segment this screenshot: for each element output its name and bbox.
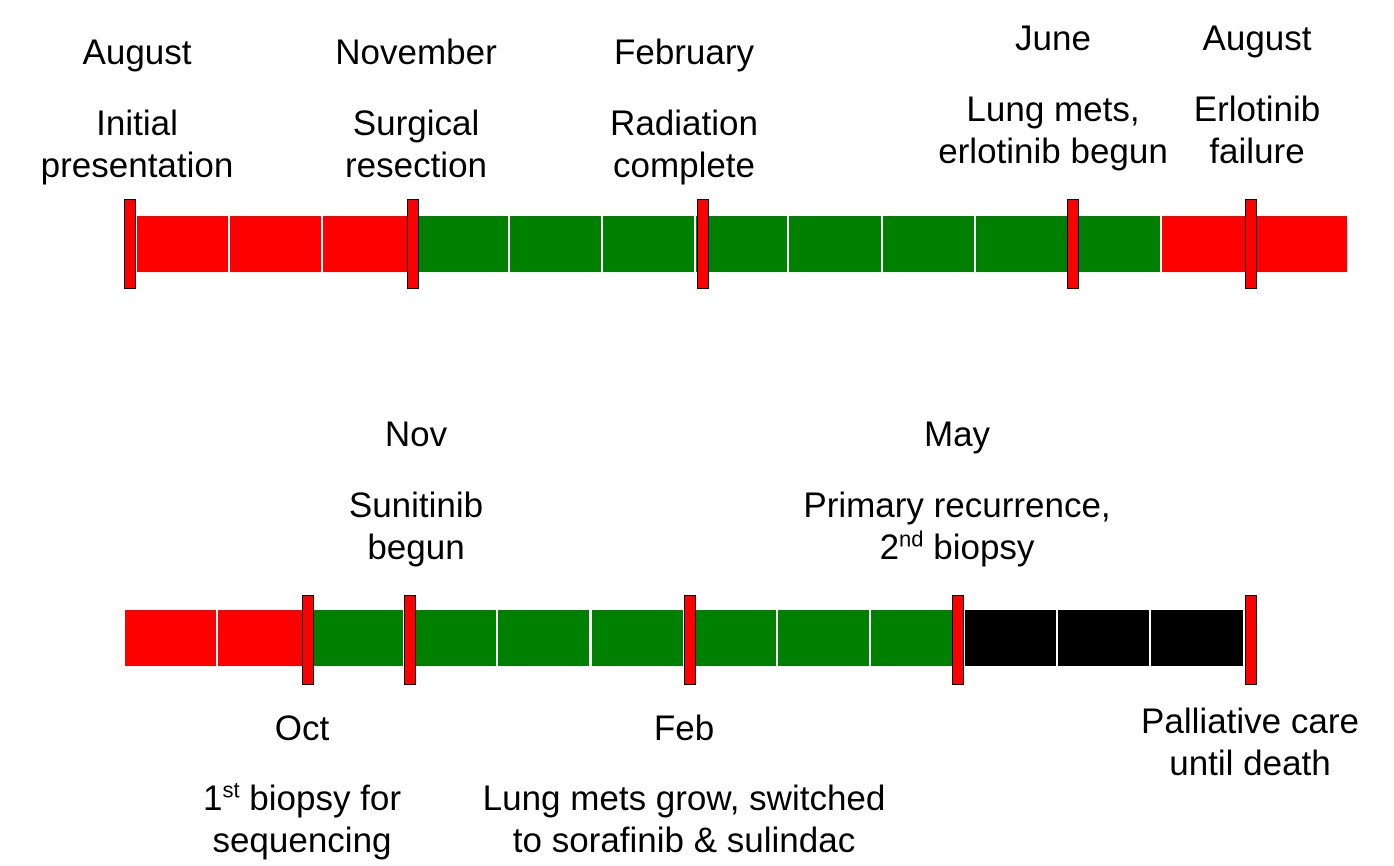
t1-segment <box>603 216 695 272</box>
t2-event-may-month: May <box>923 415 991 454</box>
t2-event-marker <box>302 595 314 685</box>
t1-event-3-desc: Radiation complete <box>610 104 758 185</box>
t2-event-feb-desc: Lung mets grow, switched to sorafinib & s… <box>482 779 886 860</box>
t1-segment <box>882 216 974 272</box>
t2-segment <box>964 610 1056 666</box>
t1-segment <box>416 216 508 272</box>
t2-segment <box>404 610 497 666</box>
t1-segment <box>696 216 788 272</box>
t1-segment <box>789 216 881 272</box>
t2-event-marker <box>684 595 696 685</box>
t2-segment <box>498 610 590 666</box>
t2-event-nov-month: Nov <box>384 415 448 454</box>
t2-segment <box>591 610 683 666</box>
t2-event-marker <box>1245 595 1257 685</box>
t1-event-marker <box>697 199 709 289</box>
t1-segment <box>137 216 229 272</box>
t2-segment <box>1058 610 1150 666</box>
t1-event-1-month: August <box>82 33 192 72</box>
t1-event-2-desc: Surgical resection <box>344 104 488 185</box>
t1-event-4-desc: Lung mets, erlotinib begun <box>938 90 1168 171</box>
t2-segment <box>871 610 963 666</box>
t1-event-marker <box>1067 199 1079 289</box>
t2-event-marker <box>952 595 964 685</box>
t1-segment <box>323 216 415 272</box>
t2-event-oct-desc: 1st biopsy for sequencing <box>202 777 402 860</box>
t2-event-feb-month: Feb <box>653 709 715 748</box>
t1-event-marker <box>407 199 419 289</box>
t1-segment <box>1162 216 1254 272</box>
t1-segment <box>1069 216 1161 272</box>
t1-event-4-month: June <box>1015 19 1091 58</box>
t1-event-marker <box>124 199 136 289</box>
t2-segment <box>218 610 310 666</box>
t2-segment <box>125 610 217 666</box>
t2-segment <box>1151 610 1243 666</box>
t1-segment <box>230 216 322 272</box>
t1-segment <box>509 216 601 272</box>
t2-event-oct-month: Oct <box>274 709 330 748</box>
t2-segment <box>311 610 403 666</box>
t2-event-nov-desc: Sunitinib begun <box>348 486 484 567</box>
t2-segment <box>778 610 870 666</box>
t2-palliative-desc: Palliative care until death <box>1141 702 1359 783</box>
t1-event-2-month: November <box>335 33 497 72</box>
t1-event-marker <box>1245 199 1257 289</box>
t1-segment <box>975 216 1067 272</box>
t2-segment <box>684 610 777 666</box>
t2-event-may-desc: Primary recurrence, 2nd biopsy <box>803 486 1111 567</box>
t1-event-5-desc: Erlotinib failure <box>1193 90 1321 171</box>
t2-event-marker <box>404 595 416 685</box>
t1-event-5-month: August <box>1202 19 1312 58</box>
t1-event-1-desc: Initial presentation <box>40 104 234 185</box>
t1-segment <box>1255 216 1347 272</box>
t1-event-3-month: February <box>613 33 755 72</box>
